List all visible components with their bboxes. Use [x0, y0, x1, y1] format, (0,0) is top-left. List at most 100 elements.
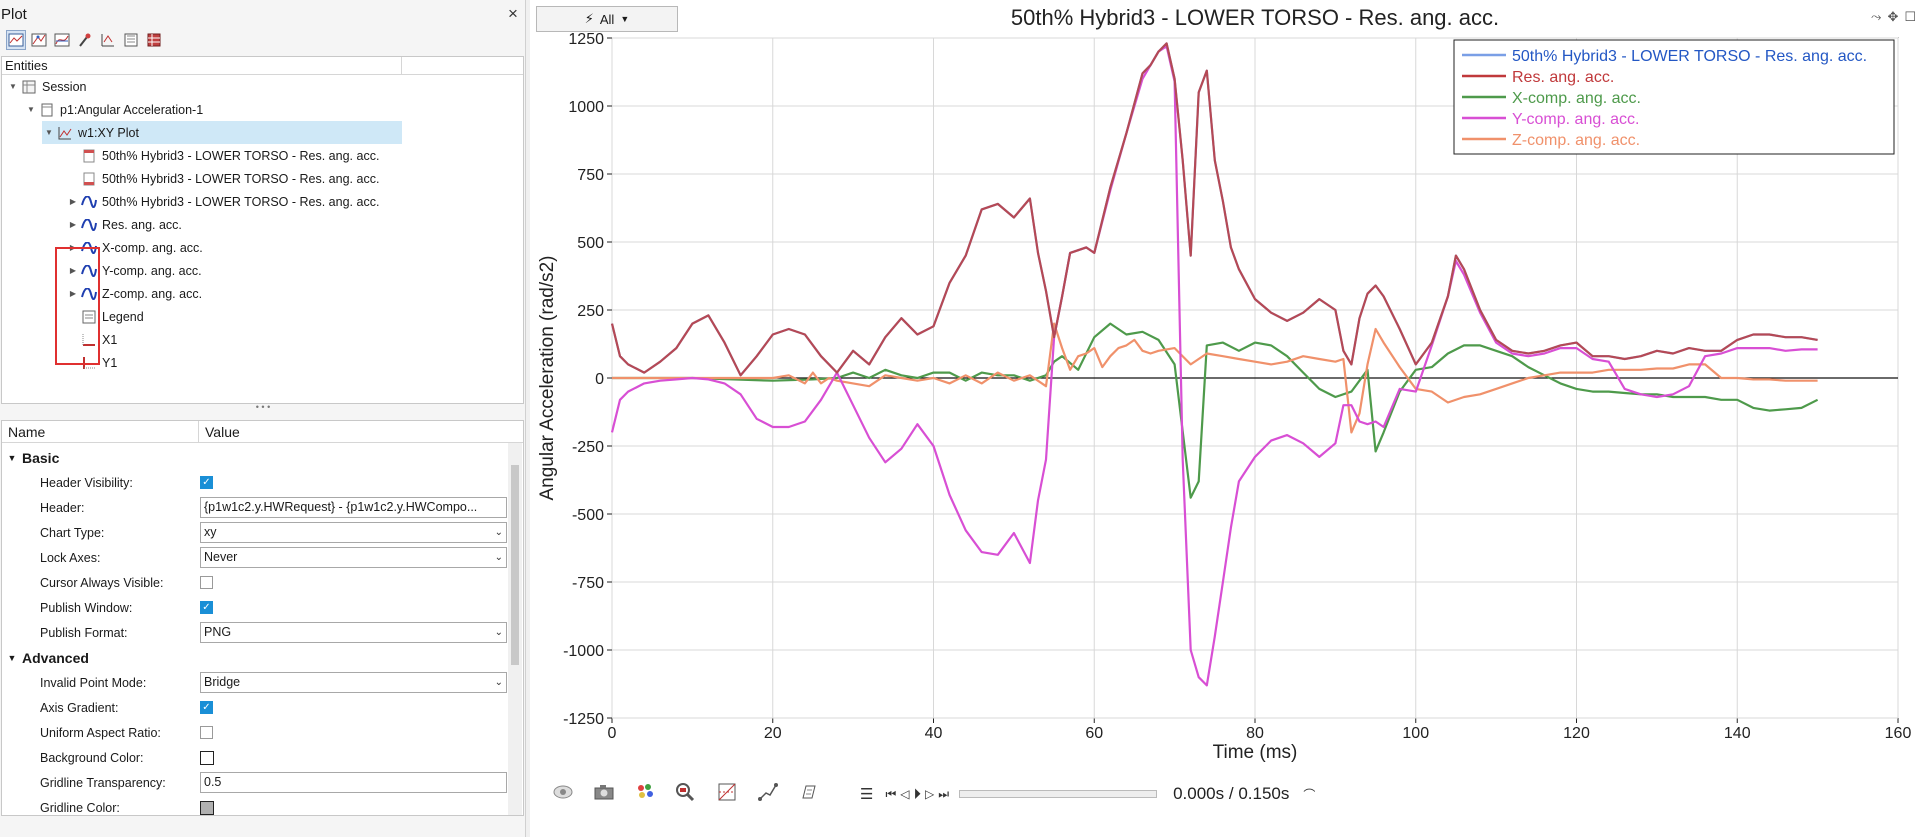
header-field[interactable]: {p1w1c2.y.HWRequest} - {p1w1c2.y.HWCompo… [200, 497, 507, 518]
prop-row-gridline-color: Gridline Color: [2, 795, 510, 815]
expand-arrow-icon[interactable]: ▶ [69, 243, 77, 252]
tree-item-label: Session [42, 79, 87, 94]
measure-icon[interactable] [714, 779, 740, 805]
tree-item-window[interactable]: ▼ w1:XY Plot [42, 121, 402, 144]
name-column-header[interactable]: Name [2, 421, 199, 442]
fit-icon[interactable]: ⤳ [1871, 9, 1882, 24]
tree-item-session[interactable]: ▼ Session [6, 75, 86, 98]
prop-name: Publish Format: [40, 625, 128, 640]
legend-entry: X-comp. ang. acc. [1512, 90, 1641, 107]
x-tick-label: 40 [925, 725, 943, 742]
play-icon[interactable]: ⏵ [913, 785, 922, 803]
tree-item-page[interactable]: ▼ p1:Angular Acceleration-1 [24, 98, 203, 121]
panel-splitter[interactable]: • • • [255, 402, 271, 412]
property-scrollbar[interactable] [508, 443, 522, 815]
xy-chart[interactable]: 0 20 40 60 80 100 120 140 160125010007505002500-… [530, 0, 1920, 770]
axis-gradient-checkbox[interactable]: ✓ [200, 701, 213, 714]
prop-row-invalid-point: Invalid Point Mode: Bridge ⌄ [2, 670, 510, 695]
time-readout: 0.000s / 0.150s [1173, 784, 1289, 804]
camera-icon[interactable] [591, 779, 617, 805]
x-tick-label: 100 [1402, 725, 1429, 742]
tree-item-label: 50th% Hybrid3 - LOWER TORSO - Res. ang. … [102, 148, 380, 163]
pan-icon[interactable]: ✥ [1887, 9, 1899, 24]
time-slider[interactable] [959, 790, 1158, 798]
view-icon[interactable] [550, 779, 576, 805]
speed-icon[interactable]: ⌒ [1303, 787, 1316, 802]
tree-item-curve[interactable]: ▶ Res. ang. acc. [66, 213, 182, 236]
lock-axes-select[interactable]: Never ⌄ [200, 547, 507, 568]
value-column-header[interactable]: Value [205, 424, 240, 440]
multi-curve-icon[interactable] [52, 30, 72, 50]
y-tick-label: -750 [572, 575, 604, 592]
header-visibility-checkbox[interactable]: ✓ [200, 476, 213, 489]
close-icon[interactable]: × [508, 4, 518, 23]
prop-name: Cursor Always Visible: [40, 575, 164, 590]
tree-item-legend[interactable]: Legend [66, 305, 144, 328]
first-frame-icon[interactable]: ⏮ [885, 786, 897, 801]
x-tick-label: 160 [1885, 725, 1912, 742]
y-tick-label: -250 [572, 439, 604, 456]
section-basic[interactable]: ▼ Basic [2, 445, 60, 470]
expand-arrow-icon[interactable]: ▶ [69, 266, 77, 275]
entity-tree: Entities ▼ Session ▼ p1:Angular Accelera… [1, 56, 524, 404]
tree-item-x-axis[interactable]: X1 [66, 328, 117, 351]
collapse-arrow-icon[interactable]: ▼ [7, 452, 17, 463]
invalid-point-select[interactable]: Bridge ⌄ [200, 672, 507, 693]
tree-item-curve[interactable]: ▶ Z-comp. ang. acc. [66, 282, 202, 305]
filter-dropdown[interactable]: ⚡ All ▼ [536, 6, 678, 32]
background-color-swatch[interactable] [200, 750, 214, 765]
curve-icon [80, 240, 98, 256]
tree-item-header[interactable]: 50th% Hybrid3 - LOWER TORSO - Res. ang. … [66, 144, 379, 167]
x-axis-label: Time (ms) [1213, 742, 1298, 763]
header-icon [80, 148, 98, 164]
curve-icon[interactable] [29, 30, 49, 50]
chart-type-select[interactable]: xy ⌄ [200, 522, 507, 543]
last-frame-icon[interactable]: ⏭ [938, 786, 950, 801]
xy-plot-icon [56, 125, 74, 141]
publish-format-select[interactable]: PNG ⌄ [200, 622, 507, 643]
collapse-arrow-icon[interactable]: ▼ [45, 128, 53, 137]
menu-icon[interactable]: ☰ [860, 786, 874, 803]
entities-column-header[interactable]: Entities [2, 57, 402, 74]
curve-edit-icon[interactable] [755, 779, 781, 805]
expand-arrow-icon[interactable]: ▶ [69, 220, 77, 229]
prop-name: Chart Type: [40, 525, 105, 540]
prop-row-lock-axes: Lock Axes: Never ⌄ [2, 545, 510, 570]
scrollbar-thumb[interactable] [511, 465, 519, 665]
second-column-header[interactable] [402, 57, 405, 74]
tree-item-curve[interactable]: ▶ 50th% Hybrid3 - LOWER TORSO - Res. ang… [66, 190, 380, 213]
maximize-icon[interactable]: ☐ [1904, 9, 1916, 24]
y-axis-icon [80, 355, 98, 371]
step-back-icon[interactable]: ◁ [900, 787, 910, 801]
legend-icon [80, 309, 98, 325]
tree-item-curve[interactable]: ▶ Y-comp. ang. acc. [66, 259, 202, 282]
uniform-aspect-checkbox[interactable] [200, 726, 213, 739]
tree-item-footer[interactable]: 50th% Hybrid3 - LOWER TORSO - Res. ang. … [66, 167, 379, 190]
zoom-icon[interactable] [673, 779, 699, 805]
expand-arrow-icon[interactable]: ▶ [69, 289, 77, 298]
fft-icon[interactable] [121, 30, 141, 50]
footer-icon [80, 171, 98, 187]
curve-icon [80, 286, 98, 302]
collapse-arrow-icon[interactable]: ▼ [27, 105, 35, 114]
publish-window-checkbox[interactable]: ✓ [200, 601, 213, 614]
probe-icon[interactable] [75, 30, 95, 50]
step-forward-icon[interactable]: ▷ [925, 787, 935, 801]
tree-item-curve[interactable]: ▶ X-comp. ang. acc. [66, 236, 203, 259]
gridline-color-swatch[interactable] [200, 800, 214, 815]
session-icon [20, 79, 38, 95]
expand-arrow-icon[interactable]: ▶ [69, 197, 77, 206]
prop-name: Header: [40, 500, 85, 515]
table-icon[interactable] [144, 30, 164, 50]
plot-browser-icon[interactable] [6, 30, 26, 50]
gridline-transparency-field[interactable]: 0.5 [200, 772, 507, 793]
section-advanced[interactable]: ▼ Advanced [2, 645, 89, 670]
tree-item-y-axis[interactable]: Y1 [66, 351, 117, 374]
note-icon[interactable] [796, 779, 822, 805]
palette-icon[interactable] [632, 779, 658, 805]
collapse-arrow-icon[interactable]: ▼ [9, 82, 17, 91]
select-value: Never [204, 550, 238, 564]
marker-icon[interactable] [98, 30, 118, 50]
collapse-arrow-icon[interactable]: ▼ [7, 652, 17, 663]
cursor-visible-checkbox[interactable] [200, 576, 213, 589]
